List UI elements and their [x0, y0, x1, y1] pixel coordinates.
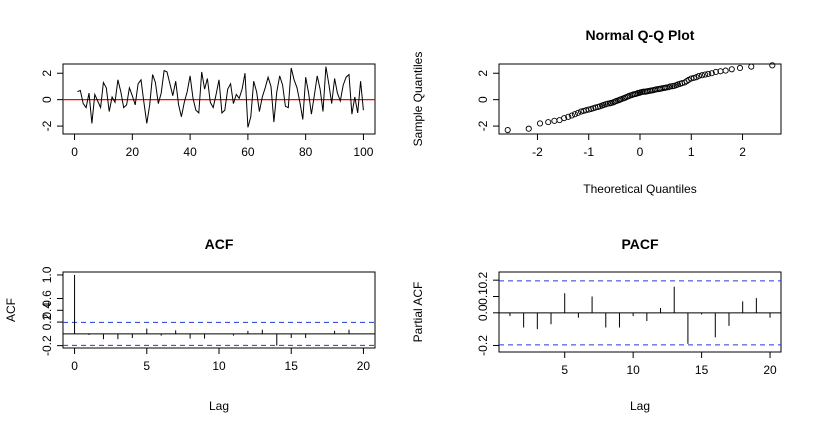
x-tick-label: 1 [688, 145, 695, 159]
x-tick-label: 5 [561, 363, 568, 377]
y-tick-label: 0 [476, 96, 490, 103]
x-tick-label: 20 [763, 363, 777, 377]
qq-point [536, 120, 544, 127]
y-tick-label: 0.0 [476, 304, 490, 321]
y-tick-label: -2 [476, 120, 490, 131]
qq-point [551, 117, 558, 124]
chart-title: Normal Q-Q Plot [586, 27, 695, 43]
x-tick-label: 10 [626, 363, 640, 377]
qq-point [722, 67, 729, 74]
y-tick-label: 0.1 [476, 288, 490, 305]
x-tick-label: 0 [71, 145, 78, 159]
y-tick-label: -0.2 [476, 335, 490, 356]
chart-title: ACF [205, 236, 234, 252]
x-tick-label: 5 [143, 359, 150, 373]
y-axis-label: Partial ACF [411, 282, 425, 343]
qq-point [604, 100, 611, 107]
y-tick-label: 0.4 [40, 302, 54, 319]
y-tick-label: 0.2 [40, 313, 54, 330]
x-tick-label: -2 [532, 145, 543, 159]
qq-point [565, 113, 572, 120]
qq-point [769, 62, 776, 69]
x-tick-label: -1 [583, 145, 594, 159]
qq-point [561, 115, 568, 122]
qq-point [748, 63, 755, 70]
x-tick-label: 0 [71, 359, 78, 373]
plot-frame [62, 271, 376, 349]
qq-point [504, 126, 511, 134]
qq-point [571, 111, 578, 118]
x-tick-label: 80 [299, 145, 313, 159]
y-tick-label: 0 [40, 96, 54, 103]
plot-frame [498, 63, 782, 135]
plot-frame [498, 271, 782, 353]
y-axis-label: Sample Quantiles [411, 52, 425, 147]
x-axis-label: Lag [630, 399, 650, 413]
x-tick-label: 10 [212, 359, 226, 373]
x-tick-label: 40 [183, 145, 197, 159]
qq-point [698, 72, 706, 79]
chart-title: PACF [621, 236, 659, 252]
y-tick-label: 2 [40, 70, 54, 77]
y-tick-label: 1.0 [40, 266, 54, 283]
x-tick-label: 15 [285, 359, 299, 373]
plot-frame [62, 63, 376, 135]
x-tick-label: 100 [353, 145, 373, 159]
qq-point [705, 70, 712, 77]
x-tick-label: 60 [241, 145, 255, 159]
y-tick-label: 2 [476, 70, 490, 77]
qq-point [667, 83, 674, 90]
qq-point [690, 74, 697, 81]
qq-point [545, 119, 552, 126]
qq-point [568, 112, 575, 119]
y-tick-label: -0.2 [40, 335, 54, 356]
qq-point [728, 66, 735, 73]
x-axis-label: Lag [209, 399, 229, 413]
qq-point [574, 109, 582, 116]
x-axis-label: Theoretical Quantiles [583, 182, 696, 196]
series-line [77, 66, 364, 128]
x-tick-label: 0 [637, 145, 644, 159]
y-tick-label: -2 [40, 120, 54, 131]
x-tick-label: 20 [357, 359, 371, 373]
y-axis-label: ACF [4, 298, 18, 322]
qq-point [708, 70, 715, 77]
y-tick-label: 0.2 [476, 271, 490, 288]
x-tick-label: 20 [126, 145, 140, 159]
qq-point [695, 72, 703, 79]
x-tick-label: 15 [695, 363, 709, 377]
qq-point [712, 68, 719, 75]
qq-point [525, 125, 532, 132]
qq-point [702, 71, 709, 78]
y-tick-label: 0.6 [40, 290, 54, 307]
qq-point [736, 64, 744, 72]
x-tick-label: 2 [739, 145, 746, 159]
